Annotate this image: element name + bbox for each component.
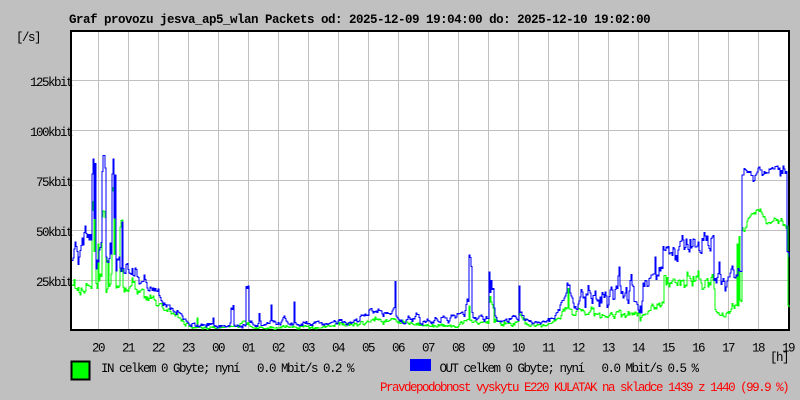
svg-text:05: 05 xyxy=(362,342,375,356)
svg-text:20: 20 xyxy=(92,342,105,356)
svg-text:[/s]: [/s] xyxy=(16,31,40,45)
svg-text:13: 13 xyxy=(602,342,615,356)
svg-text:09: 09 xyxy=(482,342,495,356)
svg-text:23: 23 xyxy=(182,342,195,356)
svg-text:08: 08 xyxy=(452,342,465,356)
svg-text:Pravdepodobnost vyskytu E220 K: Pravdepodobnost vyskytu E220 KULATAK na … xyxy=(380,381,788,395)
svg-text:00: 00 xyxy=(212,342,225,356)
svg-text:IN celkem 0 Gbyte; nyní 0.0: IN celkem 0 Gbyte; nyní 0.0 Mbit/s 0.2 % xyxy=(101,362,355,376)
svg-text:50kbit: 50kbit xyxy=(36,226,73,240)
svg-text:18: 18 xyxy=(752,342,765,356)
svg-text:02: 02 xyxy=(272,342,285,356)
svg-text:OUT celkem 0 Gbyte; nyní 0.0: OUT celkem 0 Gbyte; nyní 0.0 Mbit/s 0.5 … xyxy=(440,362,700,376)
svg-text:01: 01 xyxy=(242,342,255,356)
svg-text:21: 21 xyxy=(122,342,135,356)
svg-text:75kbit: 75kbit xyxy=(36,176,73,190)
svg-text:03: 03 xyxy=(302,342,315,356)
svg-text:16: 16 xyxy=(692,342,705,356)
svg-text:06: 06 xyxy=(392,342,405,356)
svg-text:25kbit: 25kbit xyxy=(36,276,73,290)
svg-text:14: 14 xyxy=(632,342,645,356)
svg-text:100kbit: 100kbit xyxy=(30,126,73,140)
svg-text:10: 10 xyxy=(512,342,525,356)
svg-text:19: 19 xyxy=(782,342,795,356)
svg-text:[h]: [h] xyxy=(770,351,788,365)
svg-text:17: 17 xyxy=(722,342,735,356)
svg-text:07: 07 xyxy=(422,342,435,356)
svg-text:04: 04 xyxy=(332,342,345,356)
svg-text:125kbit: 125kbit xyxy=(30,76,73,90)
svg-text:12: 12 xyxy=(572,342,585,356)
svg-text:Graf provozu jesva_ap5_wlan Pa: Graf provozu jesva_ap5_wlan Packets od: … xyxy=(69,13,650,27)
svg-text:15: 15 xyxy=(662,342,675,356)
svg-text:11: 11 xyxy=(542,342,555,356)
svg-text:22: 22 xyxy=(152,342,165,356)
